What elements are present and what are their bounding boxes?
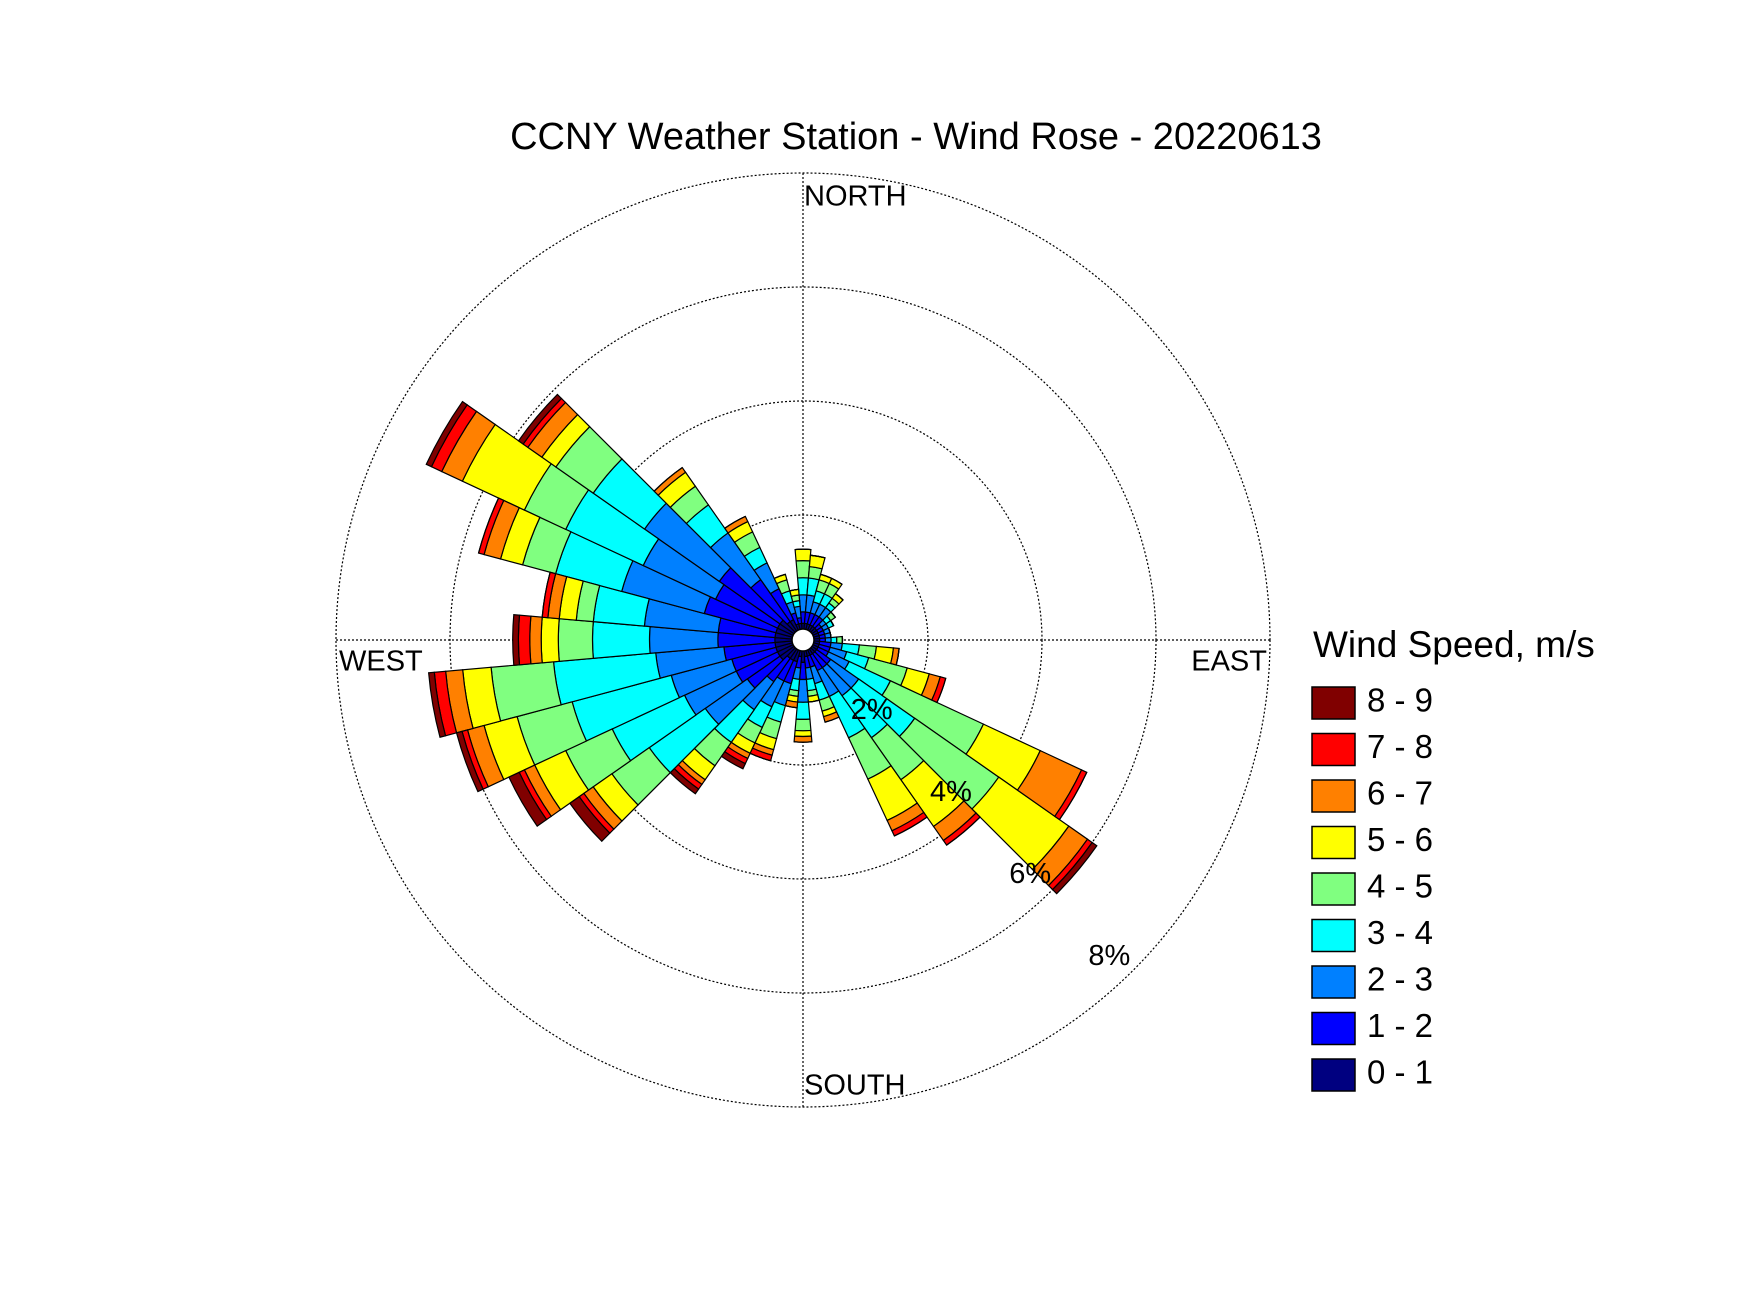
legend-swatch	[1311, 825, 1356, 860]
legend-label: 4 - 5	[1367, 868, 1433, 905]
r-tick-label: 6%	[1009, 858, 1051, 890]
legend-swatch	[1311, 779, 1356, 813]
wind-segment	[512, 614, 521, 666]
wind-segment	[946, 816, 981, 846]
wind-segment	[793, 729, 813, 738]
wind-segment	[794, 548, 812, 562]
legend-title: Wind Speed, m/s	[1313, 624, 1595, 665]
wind-segment	[477, 497, 500, 554]
grid-group	[335, 172, 1271, 1108]
wind-segment	[774, 573, 786, 579]
legend-label: 6 - 7	[1367, 775, 1433, 812]
legend-label: 8 - 9	[1367, 682, 1433, 719]
compass-label: WEST	[339, 646, 423, 678]
wind-segment	[794, 718, 812, 732]
grid-circle	[563, 400, 1043, 880]
wind-segment	[820, 573, 832, 579]
wind-segment	[669, 767, 700, 795]
wind-segment	[795, 560, 811, 579]
r-tick-label: 8%	[1088, 940, 1130, 972]
r-tick-label: 2%	[851, 694, 893, 726]
legend-label: 1 - 2	[1367, 1007, 1433, 1044]
wind-segment	[1051, 841, 1098, 895]
wind-segment	[724, 515, 746, 529]
wind-segment	[427, 671, 447, 738]
legend-label: 2 - 3	[1367, 961, 1433, 998]
wind-segment	[569, 795, 611, 843]
wind-segment	[425, 400, 468, 468]
legend-swatch	[1311, 686, 1356, 720]
wind-segment	[517, 393, 563, 445]
center-hole	[791, 628, 815, 652]
chart-title: CCNY Weather Station - Wind Rose - 20220…	[510, 116, 1322, 158]
wind-segment	[836, 635, 844, 645]
wind-segment	[895, 648, 900, 666]
legend-swatch	[1311, 732, 1356, 767]
wind-segment	[830, 636, 838, 644]
wind-segment	[827, 627, 831, 633]
wind-segment	[508, 771, 548, 827]
legend-swatch	[1311, 965, 1356, 999]
wind-segment	[557, 618, 594, 662]
r-tick-label: 4%	[930, 776, 972, 808]
wind-segment	[793, 735, 813, 743]
legend-label: 5 - 6	[1367, 821, 1433, 858]
wind-segment	[1058, 772, 1088, 820]
legend-swatch	[1311, 918, 1356, 953]
wind-segment	[540, 616, 560, 664]
wind-segment	[455, 730, 484, 793]
bars	[425, 393, 1098, 895]
compass-label: EAST	[1191, 646, 1267, 678]
legend-swatch	[1311, 872, 1356, 906]
wind-segment	[808, 699, 820, 703]
grid-circle	[335, 172, 1271, 1108]
legend-label: 3 - 4	[1367, 914, 1433, 951]
wind-segment	[835, 593, 844, 601]
wind-segment	[824, 636, 832, 644]
compass-label: SOUTH	[804, 1070, 906, 1102]
legend-swatch	[1311, 1011, 1356, 1046]
legend-label: 7 - 8	[1367, 728, 1433, 765]
compass-label: NORTH	[804, 181, 907, 213]
wind-segment	[720, 750, 747, 770]
wind-segment	[795, 701, 811, 720]
wind-segment	[517, 614, 532, 666]
legend-label: 0 - 1	[1367, 1054, 1433, 1091]
wind-segment	[591, 621, 651, 659]
wind-segment	[749, 752, 771, 762]
grid-circle	[449, 286, 1157, 994]
legend-swatch	[1311, 1058, 1356, 1092]
wind-segment	[529, 615, 543, 665]
wind-segment	[824, 716, 840, 723]
